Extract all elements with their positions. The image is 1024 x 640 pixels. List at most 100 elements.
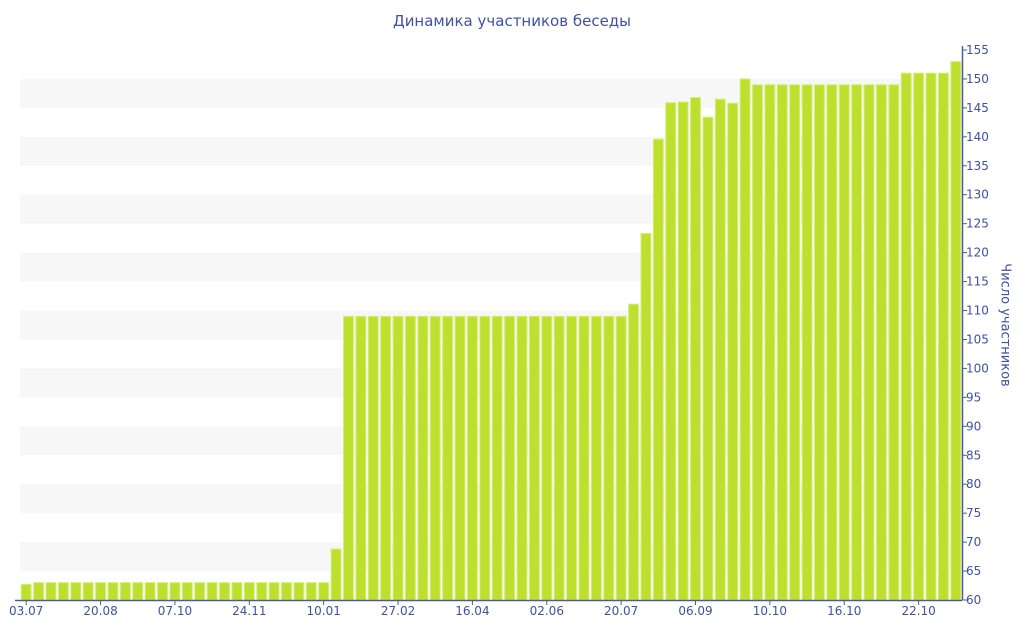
y-tick-label: 70 [966,535,981,549]
bar [950,61,962,601]
bar [516,315,528,601]
bar [367,315,379,601]
bar [851,84,863,601]
x-tick-label: 20.07 [604,604,638,618]
bar [107,582,119,601]
bar [553,315,565,601]
bar [404,315,416,601]
bar [900,72,912,601]
bar [925,72,937,601]
bar [838,84,850,601]
y-tick-label: 145 [966,101,989,115]
bar [132,582,144,601]
y-tick-label: 110 [966,304,989,318]
y-tick-label: 100 [966,361,989,375]
bar [157,582,168,601]
y-tick-label: 65 [966,564,981,578]
bar [888,84,900,601]
y-tick-label: 135 [966,159,989,173]
bar [801,84,813,601]
bar [504,315,516,601]
bar [380,315,392,601]
bar [392,315,404,601]
y-tick-label: 140 [966,130,989,144]
y-tick-label: 150 [966,72,989,86]
bar [45,582,57,601]
bar [677,101,689,601]
y-axis: 60 65 70 75 80 85 90 95 100 105 110 115 120 125 130 135… [961,43,989,607]
bar [305,582,317,601]
bar [95,582,107,601]
bar [293,582,305,601]
bar [256,582,268,601]
bar [119,582,131,601]
y-tick-label: 125 [966,217,989,231]
bar [615,315,627,601]
bar [466,315,478,601]
x-tick-label: 02.06 [530,604,564,618]
bar [491,315,503,601]
bar [937,72,949,601]
bar [665,102,677,601]
x-tick-label: 20.08 [83,604,117,618]
bar [194,582,206,601]
y-tick-label: 120 [966,246,989,260]
bar [429,315,441,601]
bar [20,583,32,601]
bar [268,582,280,601]
bar [231,582,243,601]
y-tick-label: 60 [966,593,981,607]
x-tick-label: 10.01 [306,604,340,618]
bar [913,72,925,601]
bar [417,315,429,601]
bar [442,315,454,601]
bar [479,315,491,601]
bar [776,84,788,601]
x-tick-label: 27.02 [381,604,415,618]
x-tick-label: 16.10 [827,604,861,618]
bar [355,315,367,601]
bar [789,84,801,601]
bar [330,548,342,601]
bar [702,116,714,601]
bar [603,315,615,601]
bar [640,233,652,601]
x-tick-label: 16.04 [455,604,489,618]
x-tick-label: 24.11 [232,604,266,618]
y-tick-label: 80 [966,477,981,491]
bar [590,315,602,601]
bar [578,315,590,601]
bar [541,315,553,601]
bar [752,84,763,601]
bar [57,582,69,601]
bar [82,582,94,601]
bar [875,84,887,601]
bar [219,582,230,601]
x-tick-label: 06.09 [678,604,712,618]
y-tick-label: 105 [966,332,989,346]
bar [343,315,354,601]
bar [826,84,838,601]
bar [714,98,726,601]
bar [33,582,45,601]
bar [169,582,181,601]
bar [206,582,218,601]
bar [318,582,330,601]
x-tick-label: 07.10 [158,604,192,618]
bar [144,582,156,601]
bar [281,582,292,601]
y-axis-label: Число участников [997,263,1013,387]
bar [70,582,82,601]
y-tick-label: 75 [966,506,981,520]
bar [181,582,193,601]
bar [690,96,701,601]
bar [727,102,739,601]
y-tick-label: 115 [966,275,989,289]
y-tick-label: 95 [966,390,981,404]
x-tick-label: 10.10 [753,604,787,618]
chart-title: Динамика участников беседы [392,12,632,30]
x-axis: 03.07 20.08 07.10 24.11 10.01 27.02 16.04 02.06… [9,599,962,618]
bar [454,315,466,601]
bar [863,84,875,601]
